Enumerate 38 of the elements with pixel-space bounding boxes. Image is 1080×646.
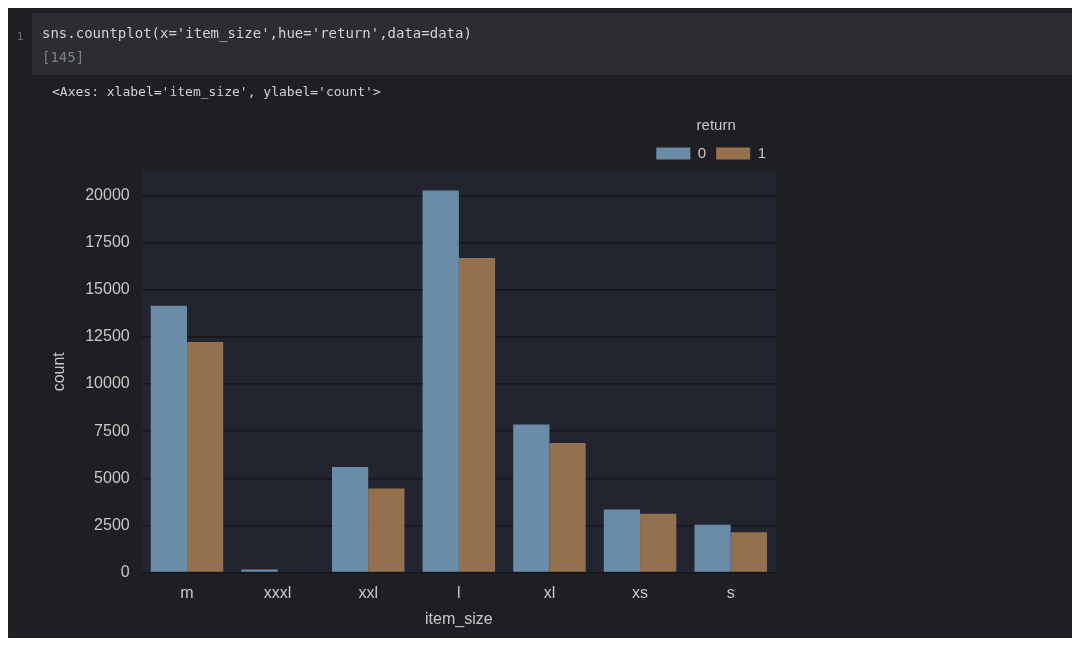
- bar: [241, 569, 278, 572]
- y-tick-label: 7500: [94, 421, 130, 439]
- legend-label: 1: [757, 143, 766, 161]
- y-tick-label: 20000: [85, 185, 130, 203]
- bar: [694, 524, 731, 572]
- y-tick-label: 10000: [85, 374, 130, 392]
- bar: [422, 190, 459, 572]
- text: sns.countplot(x='item_size',hue='return',data=data): [42, 25, 472, 41]
- x-tick-label: xl: [543, 583, 556, 601]
- x-tick-label: xxxl: [263, 583, 292, 601]
- bar: [368, 488, 405, 572]
- bar: [513, 424, 550, 572]
- bar: [549, 442, 586, 572]
- y-axis-title: count: [50, 351, 68, 392]
- bar: [331, 467, 369, 572]
- y-tick-label: 17500: [85, 233, 130, 251]
- y-tick-label: 15000: [85, 280, 130, 298]
- text: 1: [15, 30, 25, 43]
- x-tick-label: m: [180, 583, 194, 601]
- y-tick-label: 5000: [94, 468, 130, 486]
- x-tick-label: xs: [632, 583, 649, 601]
- bar: [603, 509, 641, 572]
- legend-title: return: [696, 115, 736, 133]
- y-tick-label: 12500: [85, 327, 130, 345]
- x-tick-label: xxl: [358, 583, 379, 601]
- x-tick-label: l: [457, 583, 461, 601]
- y-tick-label: 0: [120, 563, 130, 581]
- text: [145]: [42, 49, 85, 65]
- bar: [458, 257, 496, 572]
- legend-label: 0: [697, 143, 707, 161]
- x-axis-title: item_size: [425, 609, 493, 628]
- x-tick-label: s: [726, 583, 735, 601]
- bar: [640, 513, 677, 572]
- text: <Axes: xlabel='item_size', ylabel='count'>: [52, 84, 381, 99]
- bar: [730, 532, 767, 572]
- bar: [187, 342, 224, 572]
- bar: [150, 305, 187, 572]
- y-tick-label: 2500: [94, 515, 130, 533]
